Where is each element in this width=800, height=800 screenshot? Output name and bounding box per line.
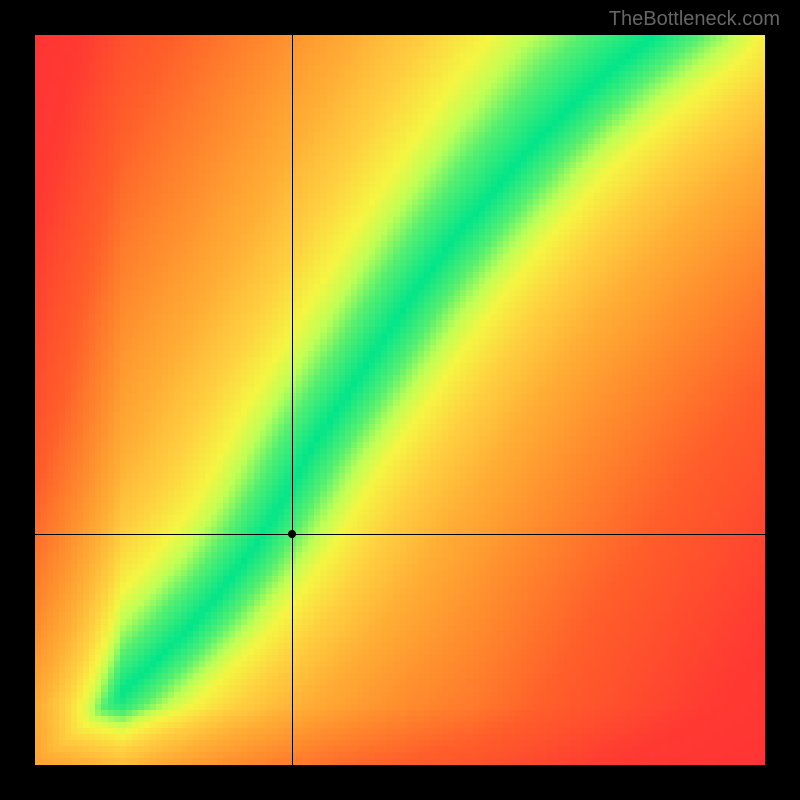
marker-dot xyxy=(288,530,296,538)
crosshair-horizontal xyxy=(35,534,765,535)
crosshair-vertical xyxy=(292,35,293,765)
watermark-text: TheBottleneck.com xyxy=(609,8,780,31)
plot-area xyxy=(35,35,765,765)
heatmap-canvas xyxy=(35,35,765,765)
